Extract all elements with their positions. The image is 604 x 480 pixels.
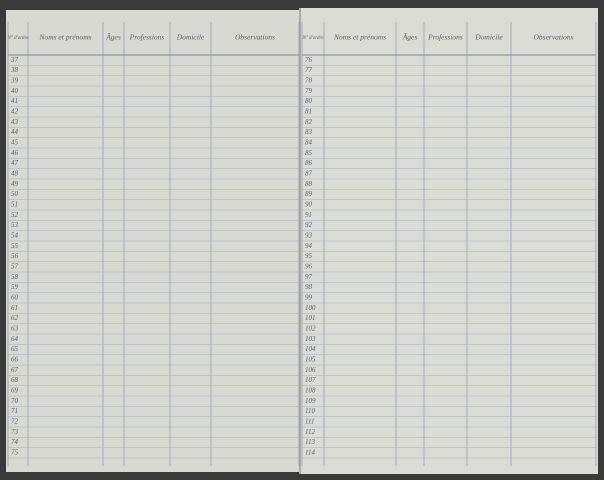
row-number: 113 (305, 438, 315, 446)
row-number: 92 (305, 221, 313, 229)
row-number: 110 (305, 407, 315, 415)
row-number: 101 (305, 314, 316, 322)
row-number: 60 (11, 293, 19, 301)
row-number: 71 (11, 407, 18, 415)
row-number: 37 (10, 56, 19, 64)
row-number: 54 (11, 231, 19, 239)
row-number: 64 (11, 335, 19, 343)
row-number: 43 (11, 118, 19, 126)
row-number: 96 (305, 262, 313, 270)
row-number: 79 (305, 87, 313, 95)
row-number: 41 (11, 97, 18, 105)
row-number: 66 (11, 355, 19, 363)
row-number: 72 (11, 417, 19, 425)
row-number: 105 (305, 355, 316, 363)
row-number: 40 (11, 87, 19, 95)
row-number: 112 (305, 428, 315, 436)
row-number: 104 (305, 345, 316, 353)
row-number: 58 (11, 273, 19, 281)
row-number: 107 (305, 376, 316, 384)
row-number: 90 (305, 200, 313, 208)
row-number: 57 (11, 262, 19, 270)
column-header: N° d'ordre (7, 36, 30, 41)
row-number: 45 (11, 138, 19, 146)
row-number: 51 (11, 200, 18, 208)
row-number: 114 (305, 448, 315, 456)
row-number: 89 (305, 190, 313, 198)
row-number: 59 (11, 283, 19, 291)
row-number: 73 (11, 428, 19, 436)
row-number: 77 (305, 66, 313, 74)
row-number: 108 (305, 386, 316, 394)
row-number: 53 (11, 221, 19, 229)
row-number: 48 (11, 169, 19, 177)
row-number: 109 (305, 397, 316, 405)
row-number: 78 (305, 76, 313, 84)
row-number: 103 (305, 335, 316, 343)
row-number: 55 (11, 242, 19, 250)
row-number: 102 (305, 324, 316, 332)
row-number: 86 (305, 159, 313, 167)
row-number: 100 (305, 304, 316, 312)
row-number: 81 (305, 107, 312, 115)
row-number: 84 (305, 138, 313, 146)
row-number: 82 (305, 118, 313, 126)
column-header: Domicile (474, 33, 503, 42)
column-header: Professions (129, 33, 165, 42)
row-number: 50 (11, 190, 19, 198)
row-number: 49 (11, 180, 19, 188)
row-number: 80 (305, 97, 313, 105)
column-header: Âges (105, 32, 121, 42)
column-header: Observations (534, 33, 574, 42)
row-number: 88 (305, 180, 313, 188)
register-content: N° d'ordre Noms et prénoms Âges Professions… (7, 22, 597, 466)
row-number: 70 (11, 397, 19, 405)
row-number: 65 (11, 345, 19, 353)
row-number: 111 (305, 417, 314, 425)
row-number: 91 (305, 211, 312, 219)
row-number: 46 (11, 149, 19, 157)
row-number: 106 (305, 366, 316, 374)
column-header: Noms et prénoms (333, 33, 386, 42)
row-number: 99 (305, 293, 313, 301)
column-header: Domicile (176, 33, 205, 42)
row-number: 75 (11, 448, 19, 456)
row-number: 98 (305, 283, 313, 291)
row-number: 62 (11, 314, 19, 322)
row-number: 74 (11, 438, 19, 446)
row-number: 87 (305, 169, 313, 177)
row-number: 39 (10, 76, 19, 84)
column-header: Professions (427, 33, 463, 42)
row-number: 93 (305, 231, 313, 239)
column-header: Âges (402, 32, 418, 42)
row-number: 85 (305, 149, 313, 157)
row-number: 44 (11, 128, 19, 136)
row-number: 52 (11, 211, 19, 219)
column-header: Observations (235, 33, 275, 42)
row-number: 47 (11, 159, 19, 167)
row-number: 67 (11, 366, 19, 374)
row-number: 95 (305, 252, 313, 260)
column-header: N° d'ordre (302, 36, 325, 41)
row-number: 38 (10, 66, 19, 74)
row-number: 69 (11, 386, 19, 394)
row-number: 61 (11, 304, 18, 312)
column-header: Noms et prénoms (38, 33, 91, 42)
row-number: 97 (305, 273, 313, 281)
row-number: 83 (305, 128, 313, 136)
row-number: 68 (11, 376, 19, 384)
row-number: 94 (305, 242, 313, 250)
row-number: 42 (11, 107, 19, 115)
row-number: 76 (305, 56, 313, 64)
row-number: 63 (11, 324, 19, 332)
row-number: 56 (11, 252, 19, 260)
